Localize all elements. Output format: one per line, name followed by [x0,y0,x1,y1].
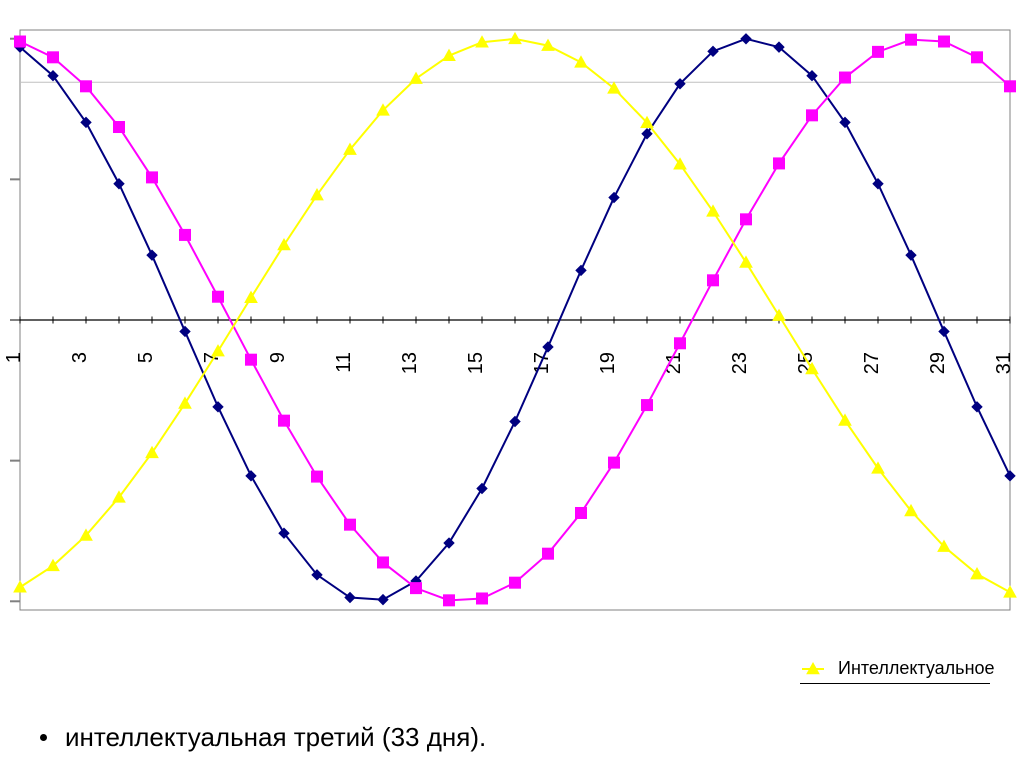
caption-text: интеллектуальная третий (33 дня). [65,722,486,753]
legend-label: Интеллектуальное [838,658,995,679]
legend-underline [800,683,990,684]
x-tick-label: 9 [267,352,289,363]
x-tick-label: 29 [927,352,949,374]
x-tick-label: 13 [399,352,421,374]
x-tick-label: 17 [531,352,553,374]
x-tick-label: 5 [135,352,157,363]
x-tick-label: 23 [729,352,751,374]
x-tick-label: 19 [597,352,619,374]
x-tick-label: 27 [861,352,883,374]
x-tick-label: 11 [333,352,355,373]
chart-canvas: 135791113151719212325272931 [0,0,1024,768]
legend: Интеллектуальное [800,658,995,684]
x-tick-label: 3 [69,352,91,363]
legend-swatch-icon [800,661,830,677]
caption-bullet: интеллектуальная третий (33 дня). [40,722,486,753]
x-tick-label: 31 [993,352,1015,374]
x-tick-label: 15 [465,352,487,374]
bullet-dot-icon [40,734,47,741]
x-tick-label: 1 [3,352,25,363]
biorhythm-chart: 135791113151719212325272931 Интеллектуал… [0,0,1024,768]
